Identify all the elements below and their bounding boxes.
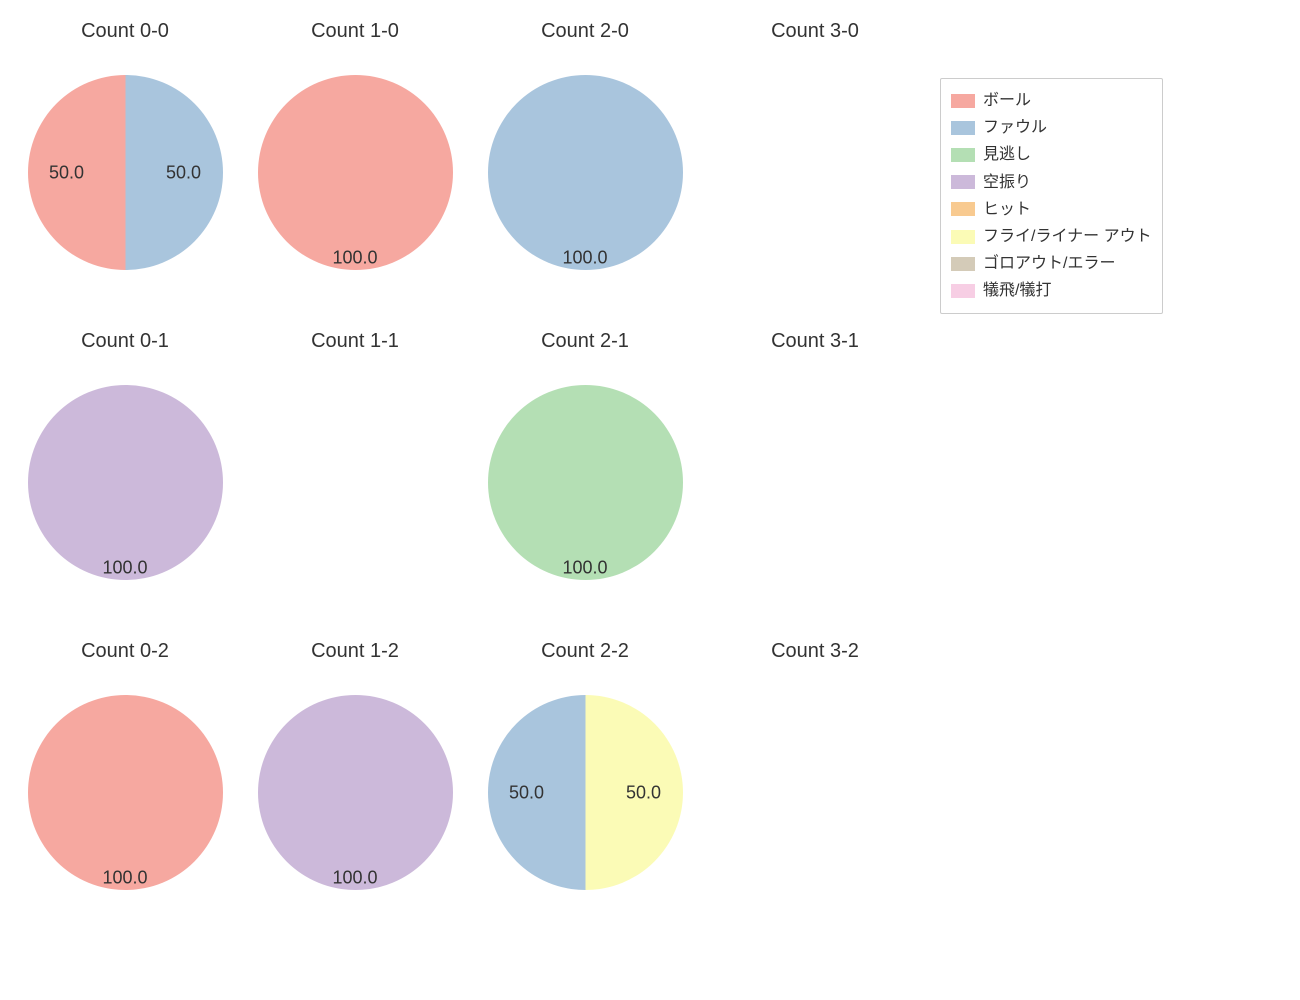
- legend-item: ゴロアウト/エラー: [951, 250, 1152, 277]
- legend-label: フライ/ライナー アウト: [983, 223, 1152, 250]
- legend-swatch: [951, 230, 975, 244]
- pie-panel: Count 2-1 100.0: [470, 330, 700, 640]
- pie-panel: Count 3-0: [700, 20, 930, 330]
- legend-label: 犠飛/犠打: [983, 277, 1051, 304]
- pie-slice-label: 50.0: [49, 162, 84, 183]
- legend-swatch: [951, 121, 975, 135]
- panel-title: Count 2-1: [470, 330, 700, 353]
- panel-title: Count 1-2: [240, 640, 470, 663]
- pie-chart: [28, 695, 223, 890]
- legend-label: ファウル: [983, 114, 1047, 141]
- panel-title: Count 0-1: [10, 330, 240, 353]
- pie-panel: Count 2-0 100.0: [470, 20, 700, 330]
- legend-swatch: [951, 175, 975, 189]
- pie-slice-label: 50.0: [166, 162, 201, 183]
- legend-item: 犠飛/犠打: [951, 277, 1152, 304]
- legend-swatch: [951, 94, 975, 108]
- pie-slice-label: 50.0: [509, 782, 544, 803]
- panel-title: Count 0-0: [10, 20, 240, 43]
- pie-panel: Count 0-1 100.0: [10, 330, 240, 640]
- legend-label: 見逃し: [983, 141, 1031, 168]
- pie-chart: [28, 385, 223, 580]
- legend-item: 見逃し: [951, 141, 1152, 168]
- panel-title: Count 3-1: [700, 330, 930, 353]
- legend-item: ファウル: [951, 114, 1152, 141]
- legend-swatch: [951, 284, 975, 298]
- pie-chart: [258, 75, 453, 270]
- pie-slice-label: 100.0: [332, 868, 377, 889]
- legend-label: ゴロアウト/エラー: [983, 250, 1115, 277]
- pie-slice-label: 50.0: [626, 782, 661, 803]
- pie-panel: Count 2-2 50.0 50.0: [470, 640, 700, 950]
- pie-chart: [488, 385, 683, 580]
- legend: ボールファウル見逃し空振りヒットフライ/ライナー アウトゴロアウト/エラー犠飛/…: [940, 78, 1163, 314]
- legend-label: 空振り: [983, 169, 1031, 196]
- pie-panel: Count 1-0 100.0: [240, 20, 470, 330]
- pie-chart: [258, 695, 453, 890]
- pie-slice-label: 100.0: [102, 558, 147, 579]
- legend-swatch: [951, 257, 975, 271]
- pie-panel: Count 1-2 100.0: [240, 640, 470, 950]
- legend-label: ボール: [983, 87, 1031, 114]
- legend-item: ボール: [951, 87, 1152, 114]
- pie-chart: [488, 75, 683, 270]
- legend-label: ヒット: [983, 196, 1031, 223]
- pie-panel: Count 0-0 50.0 50.0: [10, 20, 240, 330]
- panel-title: Count 1-0: [240, 20, 470, 43]
- panel-title: Count 0-2: [10, 640, 240, 663]
- pie-slice-label: 100.0: [562, 248, 607, 269]
- panel-title: Count 2-2: [470, 640, 700, 663]
- legend-item: 空振り: [951, 169, 1152, 196]
- legend-swatch: [951, 148, 975, 162]
- legend-item: ヒット: [951, 196, 1152, 223]
- pie-panel: Count 3-1: [700, 330, 930, 640]
- panel-title: Count 2-0: [470, 20, 700, 43]
- pie-slice-label: 100.0: [102, 868, 147, 889]
- panel-title: Count 3-0: [700, 20, 930, 43]
- legend-swatch: [951, 202, 975, 216]
- panel-title: Count 1-1: [240, 330, 470, 353]
- pie-slice-label: 100.0: [562, 558, 607, 579]
- legend-item: フライ/ライナー アウト: [951, 223, 1152, 250]
- pie-panel: Count 3-2: [700, 640, 930, 950]
- pie-slice-label: 100.0: [332, 248, 377, 269]
- pie-panel: Count 1-1: [240, 330, 470, 640]
- pie-panel: Count 0-2 100.0: [10, 640, 240, 950]
- panel-title: Count 3-2: [700, 640, 930, 663]
- chart-stage: Count 0-050.050.0Count 1-0100.0Count 2-0…: [0, 0, 1300, 1000]
